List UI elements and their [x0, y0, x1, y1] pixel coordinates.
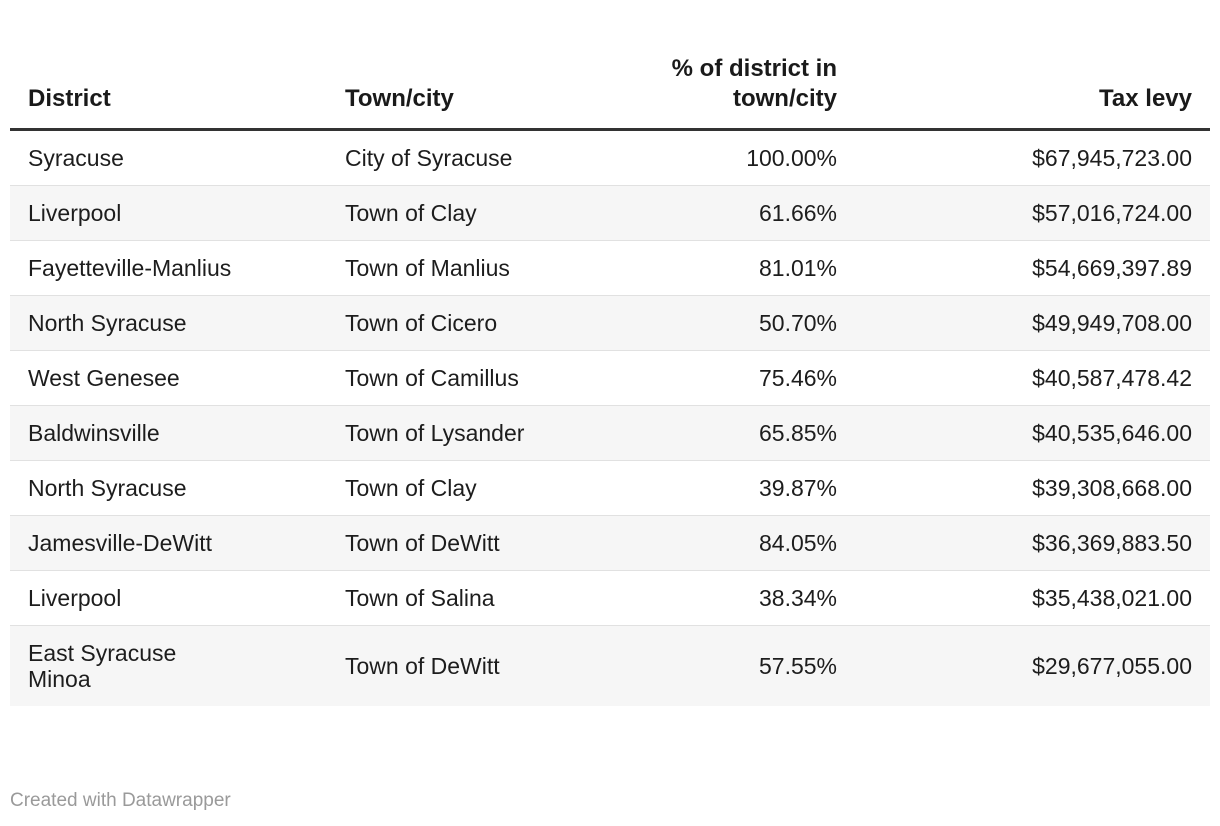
- cell-district: North Syracuse: [10, 460, 327, 516]
- cell-district: Syracuse: [28, 145, 124, 171]
- cell-levy: $67,945,723.00: [1032, 145, 1192, 171]
- cell-town: Town of Cicero: [327, 295, 607, 351]
- cell-town: Town of Lysander: [327, 405, 607, 461]
- col-header-town-city: Town/city: [327, 42, 607, 131]
- table-row: Jamesville-DeWitt Town of DeWitt 84.05% …: [10, 515, 1210, 571]
- datawrapper-credit-link[interactable]: Created with Datawrapper: [10, 790, 231, 811]
- cell-district: Liverpool: [10, 185, 327, 241]
- cell-levy: $40,535,646.00: [855, 405, 1210, 461]
- table-row: East Syracuse Minoa Town of DeWitt 57.55…: [10, 625, 1210, 706]
- cell-pct: 84.05%: [607, 515, 855, 571]
- table-row: Baldwinsville Town of Lysander 65.85% $4…: [10, 405, 1210, 461]
- cell-town: City of Syracuse: [345, 145, 513, 171]
- cell-pct: 65.85%: [607, 405, 855, 461]
- cell-levy: $40,587,478.42: [855, 350, 1210, 406]
- col-header-pct-of-district: % of district in town/city: [607, 42, 855, 131]
- cell-levy: $54,669,397.89: [855, 240, 1210, 296]
- cell-levy: $57,016,724.00: [855, 185, 1210, 241]
- table-row: North Syracuse Town of Clay 39.87% $39,3…: [10, 460, 1210, 516]
- cell-district: North Syracuse: [10, 295, 327, 351]
- cell-district: West Genesee: [10, 350, 327, 406]
- col-header-district: District: [10, 42, 327, 131]
- cell-town: Town of Clay: [327, 460, 607, 516]
- cell-levy: $29,677,055.00: [855, 625, 1210, 706]
- cell-levy: $49,949,708.00: [855, 295, 1210, 351]
- col-header-tax-levy: Tax levy: [855, 42, 1210, 131]
- table-row: Fayetteville-Manlius Town of Manlius 81.…: [10, 240, 1210, 296]
- cell-pct: 75.46%: [607, 350, 855, 406]
- datawrapper-table-page: District Town/city % of district in town…: [0, 42, 1220, 826]
- table-row: Liverpool Town of Salina 38.34% $35,438,…: [10, 570, 1210, 626]
- cell-pct: 81.01%: [607, 240, 855, 296]
- cell-levy: $35,438,021.00: [855, 570, 1210, 626]
- cell-town: Town of Manlius: [327, 240, 607, 296]
- table-row: Syracuse City of Syracuse 100.00% $67,94…: [10, 130, 1210, 186]
- table-row: West Genesee Town of Camillus 75.46% $40…: [10, 350, 1210, 406]
- data-table: District Town/city % of district in town…: [10, 42, 1210, 706]
- cell-district: Fayetteville-Manlius: [10, 240, 327, 296]
- cell-pct: 61.66%: [607, 185, 855, 241]
- cell-pct: 38.34%: [607, 570, 855, 626]
- table-row: Liverpool Town of Clay 61.66% $57,016,72…: [10, 185, 1210, 241]
- cell-district: Baldwinsville: [10, 405, 327, 461]
- cell-levy: $39,308,668.00: [855, 460, 1210, 516]
- cell-town: Town of DeWitt: [327, 625, 607, 706]
- cell-pct: 100.00%: [746, 145, 837, 171]
- cell-district: Jamesville-DeWitt: [10, 515, 327, 571]
- cell-pct: 39.87%: [607, 460, 855, 516]
- cell-district: Liverpool: [10, 570, 327, 626]
- cell-pct: 50.70%: [607, 295, 855, 351]
- cell-pct: 57.55%: [607, 625, 855, 706]
- cell-town: Town of Camillus: [327, 350, 607, 406]
- cell-town: Town of Salina: [327, 570, 607, 626]
- header-row: District Town/city % of district in town…: [10, 42, 1210, 131]
- cell-levy: $36,369,883.50: [855, 515, 1210, 571]
- cell-district: East Syracuse Minoa: [10, 625, 327, 706]
- cell-town: Town of Clay: [327, 185, 607, 241]
- cell-town: Town of DeWitt: [327, 515, 607, 571]
- table-row: North Syracuse Town of Cicero 50.70% $49…: [10, 295, 1210, 351]
